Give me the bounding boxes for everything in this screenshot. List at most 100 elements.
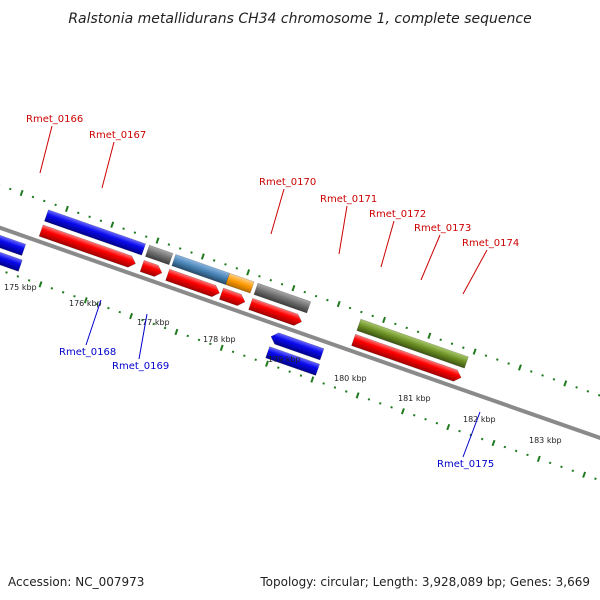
upper-tick [507, 362, 510, 365]
upper-tick [258, 275, 261, 278]
gene-features [0, 167, 600, 470]
upper-tick [235, 267, 239, 270]
label-leader-lines [39, 125, 488, 458]
lower-tick [491, 439, 496, 447]
upper-tick [484, 354, 488, 357]
label-leader-line [420, 234, 441, 281]
kbp-tick-labels: 175 kbp 176 kbp 177 kbp 178 kbp 179 kbp 180 k… [4, 283, 562, 445]
kbp-tick-label: 176 kbp [69, 299, 102, 308]
lower-tick [400, 408, 405, 415]
gene-rmet-0173 [225, 272, 255, 294]
gene-labels: Rmet_0166 Rmet_0167 Rmet_0170 Rmet_0171 Rmet… [26, 114, 519, 470]
lower-tick [129, 312, 134, 320]
gene-label[interactable]: Rmet_0169 [112, 361, 169, 372]
lower-tick [73, 294, 76, 298]
kbp-tick-label: 175 kbp [4, 283, 37, 292]
kbp-tick-label: 180 kbp [334, 374, 367, 383]
upper-tick [122, 227, 125, 230]
gene-label[interactable]: Rmet_0173 [414, 223, 471, 234]
lower-tick [219, 344, 224, 351]
cds-olive-region [351, 333, 462, 382]
upper-tick [269, 278, 273, 282]
upper-tick [224, 263, 227, 266]
gene-label[interactable]: Rmet_0174 [462, 238, 519, 249]
cds-rmet-0173 [219, 287, 246, 306]
kbp-tick-label: 178 kbp [203, 335, 236, 344]
upper-tick [563, 380, 568, 387]
label-leader-line [85, 299, 102, 346]
upper-tick [280, 282, 284, 286]
genome-track-group [0, 167, 600, 480]
lower-tick [5, 271, 8, 274]
gene-rmet-0170 [44, 209, 146, 256]
cds-rmet-0171 [139, 259, 163, 277]
accession-label: Accession: NC_007973 [8, 575, 144, 589]
cds-rmet-0170 [38, 224, 136, 268]
upper-tick [575, 386, 578, 389]
upper-tick [472, 348, 477, 355]
lower-tick [152, 322, 156, 326]
upper-tick [530, 370, 533, 373]
upper-tick [439, 338, 442, 342]
lower-tick [503, 445, 507, 449]
upper-tick [43, 199, 46, 203]
lower-tick [582, 471, 587, 478]
upper-tick [326, 298, 329, 302]
cds-rmet-0169 [0, 241, 23, 272]
lower-tick [322, 382, 325, 385]
upper-tick [88, 215, 91, 219]
lower-tick [50, 287, 54, 290]
lower-tick [107, 306, 110, 310]
lower-tick [299, 374, 303, 377]
upper-tick [371, 314, 374, 318]
upper-tick [31, 195, 35, 199]
lower-tick [118, 310, 122, 314]
gene-olive-region [356, 318, 469, 369]
upper-tick [405, 326, 408, 330]
lower-tick [174, 328, 179, 336]
upper-tick [360, 310, 363, 314]
lower-tick [560, 465, 563, 469]
gene-label[interactable]: Rmet_0171 [320, 194, 377, 205]
lower-tick [61, 291, 65, 294]
gene-rmet-0175 [270, 332, 325, 361]
lower-tick [38, 281, 43, 288]
upper-tick [541, 374, 544, 377]
lower-tick [424, 417, 427, 421]
upper-tick [246, 269, 251, 276]
upper-tick [416, 330, 420, 334]
lower-tick [458, 429, 461, 433]
label-leader-line [338, 205, 348, 255]
lower-tick [209, 342, 212, 346]
kbp-tick-label: 182 kbp [463, 415, 496, 424]
lower-tick [197, 338, 201, 342]
label-leader-line [101, 141, 115, 189]
kbp-tick-label: 183 kbp [529, 436, 562, 445]
upper-tick [76, 211, 80, 215]
upper-tick [427, 332, 432, 339]
lower-tick [310, 376, 315, 383]
gene-label[interactable]: Rmet_0175 [437, 459, 494, 470]
upper-tick [200, 253, 205, 260]
upper-tick [99, 219, 103, 223]
upper-tick [382, 316, 386, 324]
lower-tick [378, 402, 382, 405]
cds-rmet-0174 [248, 297, 303, 326]
lower-tick [254, 358, 257, 361]
gene-label[interactable]: Rmet_0168 [59, 347, 116, 358]
gene-label[interactable]: Rmet_0166 [26, 114, 83, 125]
upper-tick [450, 342, 454, 345]
gene-label[interactable]: Rmet_0172 [369, 209, 426, 220]
lower-tick [141, 318, 144, 322]
gene-label[interactable]: Rmet_0167 [89, 130, 146, 141]
upper-tick [54, 203, 57, 207]
map-title: Ralstonia metallidurans CH34 chromosome … [68, 11, 531, 27]
backbone-line [0, 167, 600, 470]
gene-label[interactable]: Rmet_0170 [259, 177, 316, 188]
kbp-tick-label: 177 kbp [137, 318, 170, 327]
upper-tick [518, 364, 522, 371]
lower-tick [345, 390, 348, 393]
upper-tick [144, 235, 148, 238]
lower-tick [27, 279, 31, 282]
